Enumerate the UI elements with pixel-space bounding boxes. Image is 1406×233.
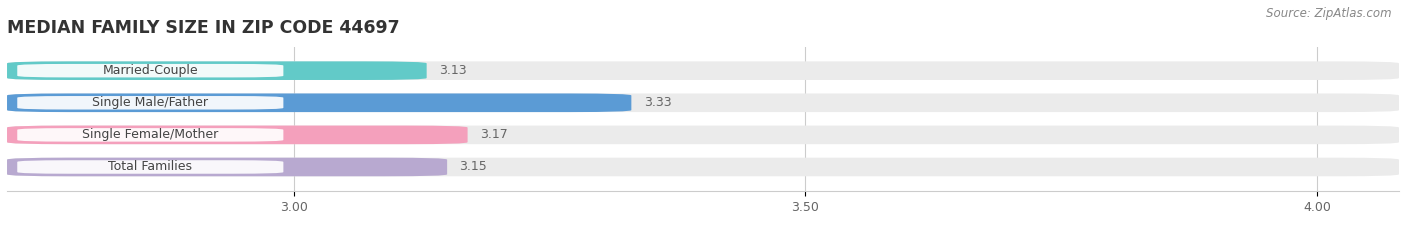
Text: 3.33: 3.33 [644, 96, 671, 109]
FancyBboxPatch shape [17, 64, 284, 77]
FancyBboxPatch shape [17, 160, 284, 174]
FancyBboxPatch shape [7, 158, 1399, 176]
FancyBboxPatch shape [7, 126, 468, 144]
FancyBboxPatch shape [7, 158, 447, 176]
Text: 3.13: 3.13 [439, 64, 467, 77]
FancyBboxPatch shape [7, 93, 631, 112]
Text: 3.15: 3.15 [460, 161, 486, 174]
Text: MEDIAN FAMILY SIZE IN ZIP CODE 44697: MEDIAN FAMILY SIZE IN ZIP CODE 44697 [7, 19, 399, 37]
FancyBboxPatch shape [7, 126, 1399, 144]
FancyBboxPatch shape [17, 128, 284, 142]
FancyBboxPatch shape [7, 93, 1399, 112]
Text: Single Male/Father: Single Male/Father [93, 96, 208, 109]
Text: 3.17: 3.17 [479, 128, 508, 141]
Text: Total Families: Total Families [108, 161, 193, 174]
FancyBboxPatch shape [17, 96, 284, 110]
Text: Married-Couple: Married-Couple [103, 64, 198, 77]
Text: Single Female/Mother: Single Female/Mother [82, 128, 218, 141]
Text: Source: ZipAtlas.com: Source: ZipAtlas.com [1267, 7, 1392, 20]
FancyBboxPatch shape [7, 61, 1399, 80]
FancyBboxPatch shape [7, 61, 426, 80]
